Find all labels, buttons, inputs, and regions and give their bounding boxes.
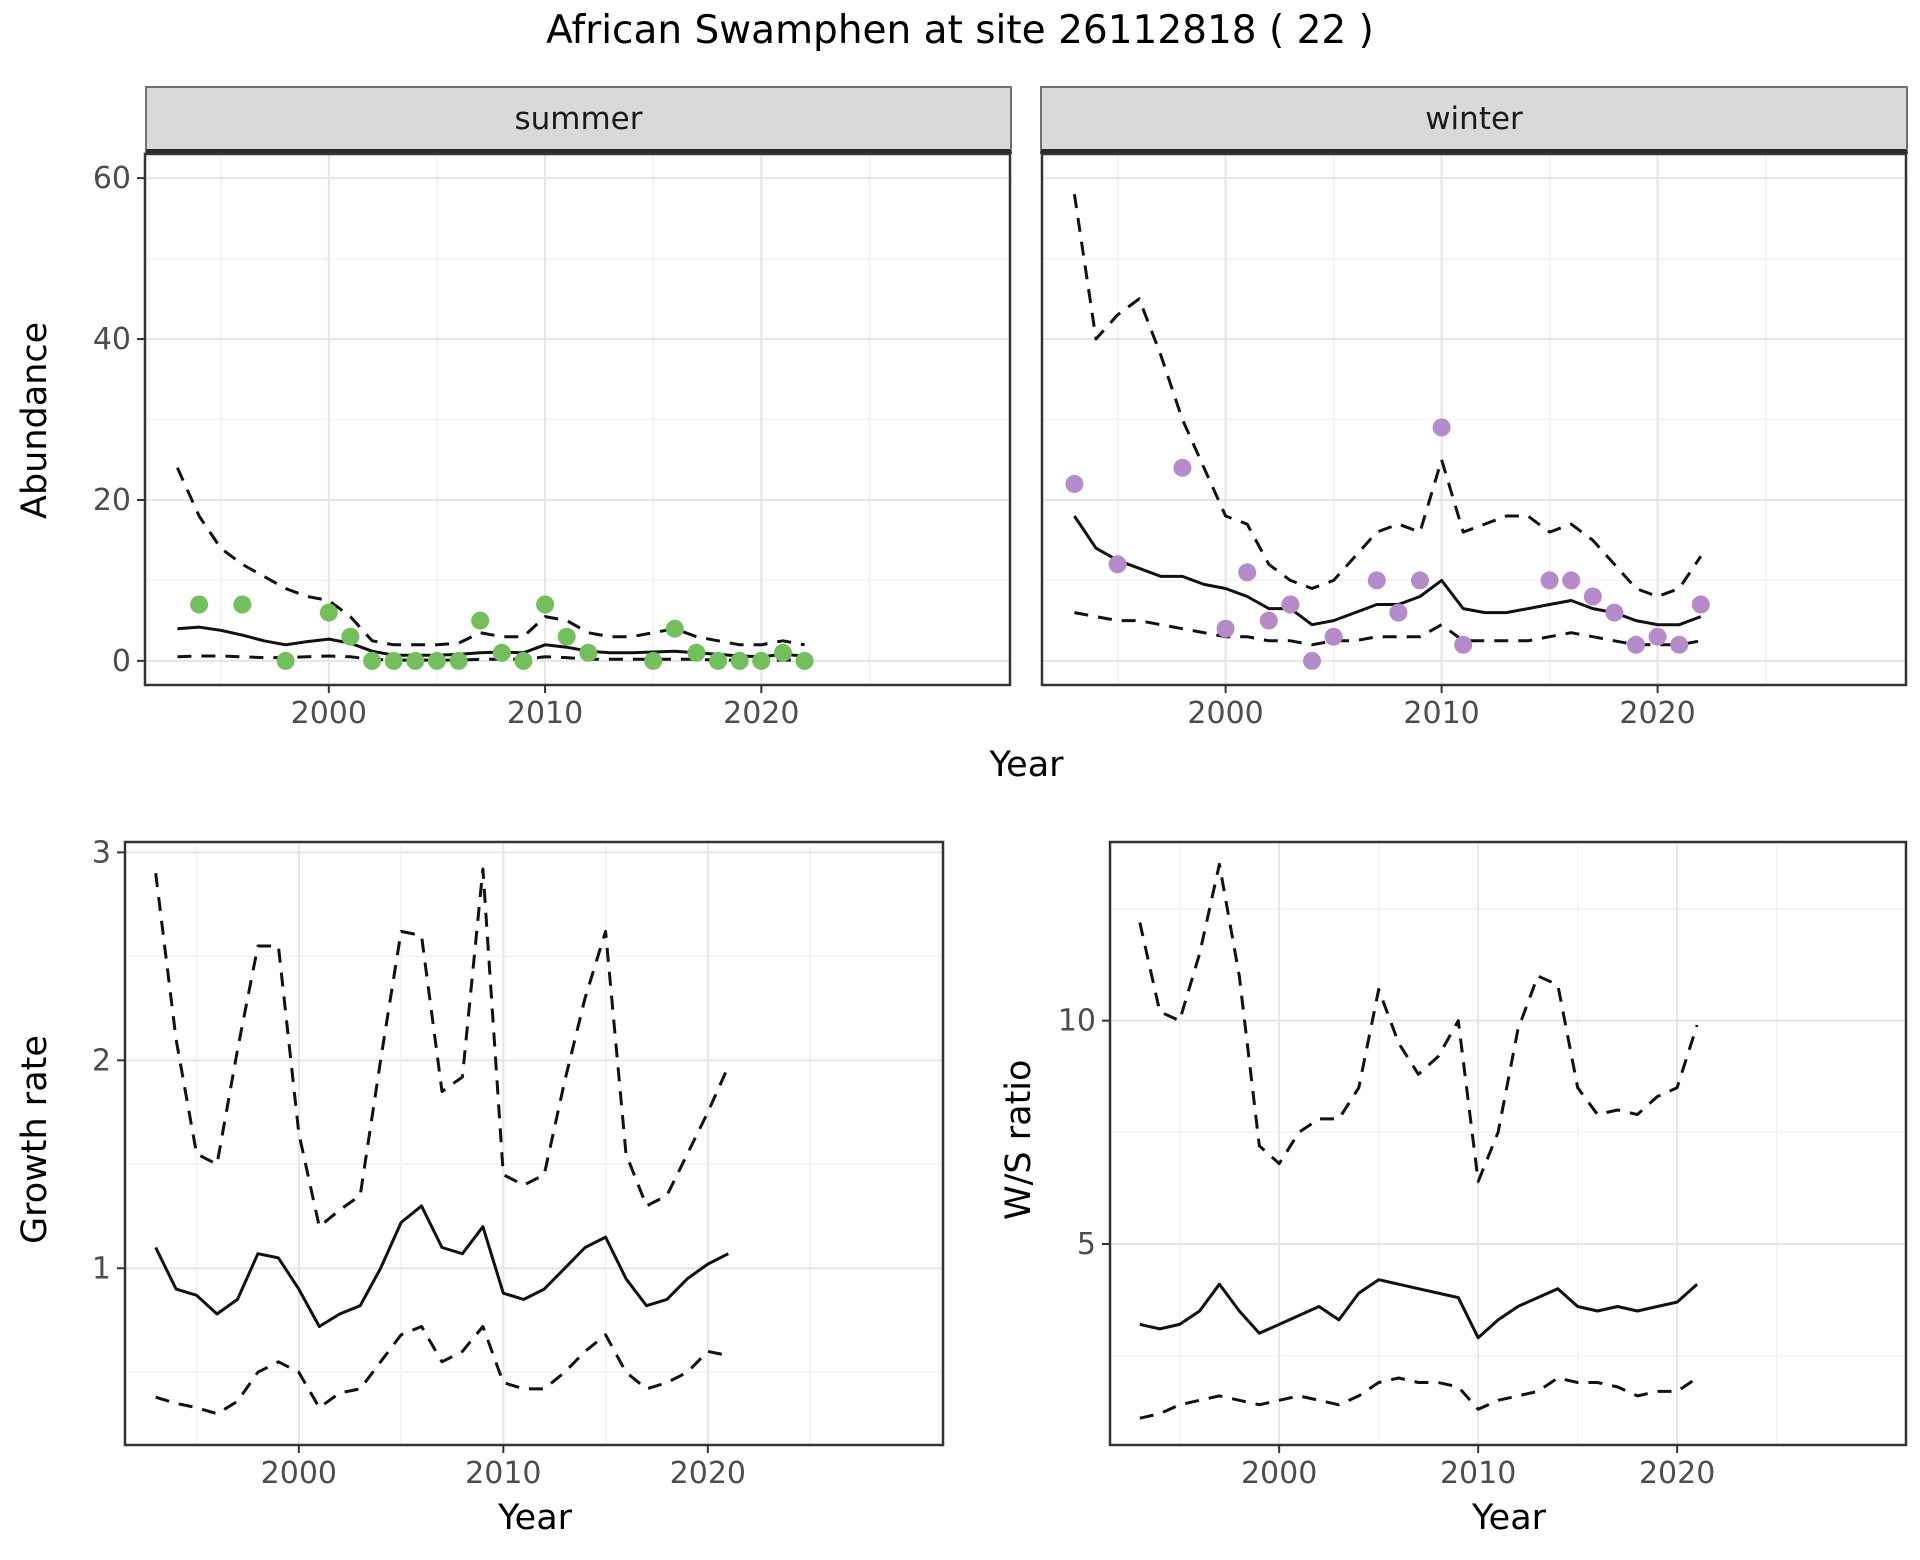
svg-text:1: 1	[92, 1251, 111, 1286]
svg-text:0: 0	[112, 644, 131, 679]
svg-text:2000: 2000	[1187, 696, 1263, 730]
svg-text:2000: 2000	[1241, 1456, 1317, 1490]
svg-text:2010: 2010	[1403, 696, 1479, 730]
winter-abundance-panel: 2000 2010 2020	[1040, 152, 1908, 730]
ratio-year-axis-label: Year	[1471, 1498, 1547, 1538]
figure-title: African Swamphen at site 26112818 ( 22 )	[546, 8, 1374, 53]
svg-text:3: 3	[92, 840, 111, 870]
abundance-year-axis-label: Year	[989, 745, 1064, 785]
svg-text:40: 40	[93, 322, 131, 357]
svg-text:2: 2	[92, 1043, 111, 1078]
abundance-axis-label: Abundance	[15, 321, 55, 519]
svg-text:5: 5	[1077, 1227, 1096, 1262]
svg-text:60: 60	[93, 161, 131, 196]
facet-strip-summer: summer	[145, 86, 1012, 154]
svg-text:20: 20	[93, 483, 131, 518]
growth-year-axis-label: Year	[497, 1498, 573, 1538]
svg-text:2020: 2020	[670, 1456, 746, 1490]
svg-text:2010: 2010	[1440, 1456, 1516, 1490]
svg-text:2010: 2010	[465, 1456, 541, 1490]
growth-rate-panel: 2000 2010 2020 1 2 3	[92, 840, 945, 1490]
summer-abundance-panel: 2000 2010 2020 0 20 40 60	[93, 152, 1012, 730]
svg-text:2020: 2020	[1619, 696, 1695, 730]
svg-text:2020: 2020	[723, 696, 799, 730]
ws-ratio-panel: 2000 2010 2020 5 10	[1058, 840, 1908, 1490]
svg-text:2000: 2000	[291, 696, 367, 730]
facet-strip-winter: winter	[1040, 86, 1908, 154]
svg-text:2010: 2010	[507, 696, 583, 730]
svg-text:2000: 2000	[261, 1456, 337, 1490]
svg-text:2020: 2020	[1639, 1456, 1715, 1490]
svg-text:10: 10	[1058, 1004, 1096, 1039]
